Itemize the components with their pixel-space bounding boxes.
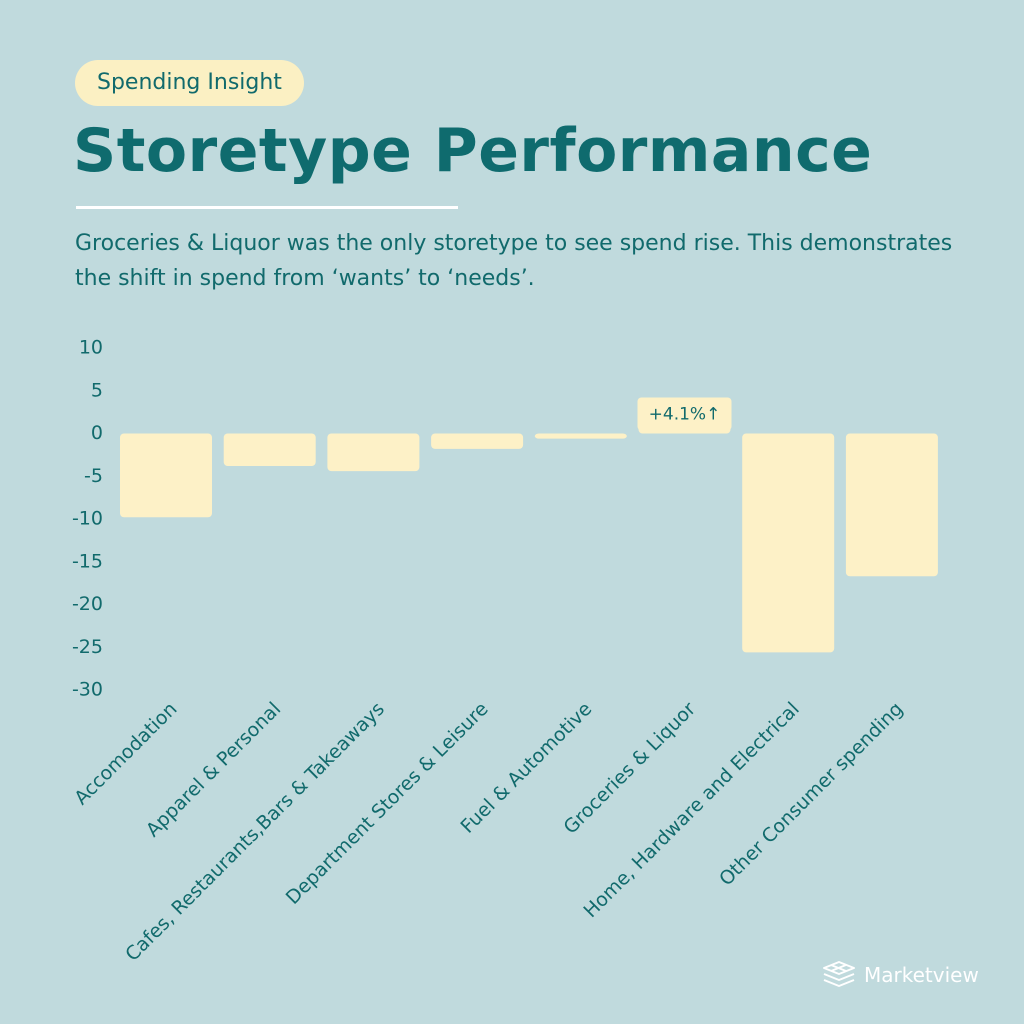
page-subtitle: Groceries & Liquor was the only storetyp… — [75, 231, 953, 291]
y-tick-label: 5 — [91, 379, 103, 401]
y-tick-label: -20 — [72, 593, 103, 615]
bar-3 — [431, 433, 524, 449]
title-divider — [76, 206, 458, 209]
bar-7 — [845, 433, 938, 577]
bar-2 — [327, 433, 420, 472]
page-title: Storetype Performance — [73, 116, 873, 186]
x-tick-label: Department Stores & Leisure — [282, 698, 493, 909]
y-tick-label: 0 — [91, 422, 103, 444]
layers-logo-icon — [823, 961, 855, 987]
y-tick-label: -30 — [72, 679, 103, 701]
y-tick-label: -10 — [72, 508, 103, 530]
annotation-box — [637, 397, 732, 431]
y-tick-label: 10 — [79, 337, 103, 359]
spending-insight-badge: Spending Insight — [75, 60, 304, 106]
x-tick-label: Home, Hardware and Electrical — [580, 698, 804, 922]
x-tick-label: Other Consumer spending — [715, 698, 907, 890]
brand-footer: Marketview — [822, 960, 979, 990]
bar-4 — [534, 433, 627, 439]
x-tick-label: Accomodation — [70, 698, 181, 809]
y-tick-label: -5 — [84, 465, 103, 487]
brand-name: Marketview — [864, 963, 979, 987]
y-tick-label: -15 — [72, 550, 103, 572]
annotations: +4.1%↑ — [637, 397, 732, 431]
annotation-label: +4.1%↑ — [649, 404, 721, 424]
bar-1 — [223, 433, 316, 466]
bar-6 — [742, 433, 835, 653]
y-tick-label: -25 — [72, 636, 103, 658]
y-axis: 10 5 0 -5 -10 -15 -20 -25 -30 — [72, 337, 103, 701]
bars — [120, 398, 938, 653]
bar-0 — [120, 433, 212, 518]
